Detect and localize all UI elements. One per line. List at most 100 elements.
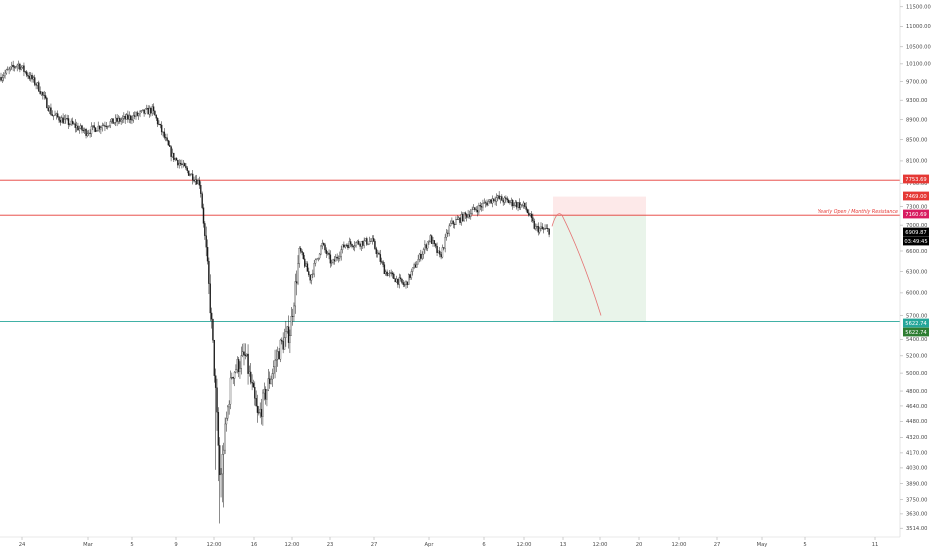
- candle-body: [4, 72, 6, 76]
- candle-body: [528, 212, 530, 216]
- candle-body: [529, 213, 531, 216]
- x-tick-label: 12:00: [672, 542, 687, 548]
- candle-body: [437, 250, 440, 254]
- take-profit-zone[interactable]: [553, 215, 646, 322]
- candle-body: [154, 110, 156, 116]
- candle-body: [418, 253, 421, 260]
- price-tag-label: 03:49:45: [904, 239, 927, 245]
- candle-body: [424, 244, 426, 250]
- candle-body: [355, 242, 357, 246]
- projection-curve[interactable]: [551, 213, 602, 316]
- x-tick-label: 23: [327, 542, 334, 548]
- candle-body: [31, 74, 33, 80]
- candle-body: [139, 111, 141, 115]
- candle-body: [470, 213, 472, 217]
- candle-body: [482, 203, 484, 208]
- candle-body: [459, 217, 461, 223]
- candle-body: [291, 316, 294, 317]
- candle-body: [436, 245, 438, 254]
- price-tag: [903, 236, 929, 246]
- y-tick-label: 3514.00: [906, 526, 927, 532]
- candle-body: [479, 205, 481, 207]
- candle-body: [17, 63, 20, 66]
- candle-body: [337, 257, 340, 259]
- candle-body: [440, 254, 442, 258]
- candle-body: [155, 115, 157, 119]
- candle-body: [328, 252, 330, 255]
- candle-body: [547, 228, 549, 230]
- candle-body: [15, 66, 17, 68]
- candle-body: [260, 408, 263, 417]
- candle-body: [111, 118, 113, 122]
- candle-body: [447, 232, 449, 234]
- candle-body: [499, 196, 502, 200]
- y-tick-label: 4480.00: [906, 419, 927, 425]
- candle-body: [259, 408, 261, 414]
- position-zones[interactable]: [553, 196, 646, 322]
- time-axis[interactable]: 24 Mar 5 9 12:00 16 12:00 23 27 Apr 6 12:00 13 12:00 2…: [19, 537, 879, 548]
- candle-body: [205, 235, 207, 248]
- candle-body: [128, 115, 130, 120]
- y-tick-label: 7000.00: [906, 223, 927, 229]
- candle-body: [464, 212, 467, 215]
- candle-body: [498, 195, 500, 200]
- candle-body: [50, 107, 52, 115]
- candle-body: [294, 281, 297, 307]
- candle-body: [359, 244, 361, 247]
- candle-body: [393, 273, 395, 279]
- x-tick-label: 27: [714, 542, 721, 548]
- price-axis[interactable]: 11500.00 11000.00 10500.00 10100.00 9700.00 9…: [900, 5, 931, 532]
- candle-body: [59, 120, 62, 123]
- candle-body: [455, 219, 457, 225]
- candle-body: [239, 368, 241, 372]
- horizontal-levels[interactable]: [0, 179, 900, 322]
- candle-body: [63, 119, 66, 124]
- candle-body: [255, 398, 257, 407]
- candle-body: [201, 193, 203, 208]
- candle-body: [544, 228, 546, 230]
- candle-body: [379, 254, 382, 262]
- candle-body: [256, 405, 259, 413]
- candle-body: [40, 91, 43, 94]
- candle-body: [159, 123, 162, 126]
- candle-body: [51, 114, 54, 116]
- candle-body: [456, 219, 459, 220]
- candle-body: [48, 107, 51, 111]
- candle-body: [3, 75, 5, 78]
- candle-body: [410, 271, 413, 278]
- y-tick-label: 4320.00: [906, 435, 927, 441]
- candle-body: [28, 76, 31, 79]
- candle-body: [364, 238, 367, 241]
- candle-body: [430, 235, 433, 244]
- candle-body: [543, 228, 545, 230]
- candle-body: [193, 180, 195, 182]
- candle-body: [209, 283, 211, 314]
- candle-body: [283, 337, 286, 350]
- candle-body: [395, 278, 398, 283]
- candle-body: [335, 256, 337, 262]
- candle-body: [503, 197, 506, 203]
- candle-body: [417, 259, 419, 265]
- candle-body: [105, 126, 108, 128]
- candle-body: [266, 389, 268, 400]
- candle-body: [227, 406, 229, 419]
- candle-body: [281, 339, 283, 342]
- candle-body: [325, 249, 328, 254]
- candle-body: [460, 214, 463, 223]
- candle-body: [525, 206, 527, 210]
- candle-body: [310, 274, 313, 281]
- candle-body: [88, 132, 90, 134]
- candle-body: [147, 107, 149, 115]
- candle-body: [241, 351, 244, 356]
- candle-body: [5, 69, 8, 74]
- candle-body: [332, 259, 334, 263]
- stop-loss-zone[interactable]: [553, 196, 646, 216]
- candle-body: [13, 66, 16, 68]
- candle-body: [370, 240, 372, 242]
- candle-body: [136, 112, 139, 116]
- candle-body: [326, 252, 329, 254]
- candle-body: [429, 235, 432, 242]
- candle-body: [258, 412, 260, 414]
